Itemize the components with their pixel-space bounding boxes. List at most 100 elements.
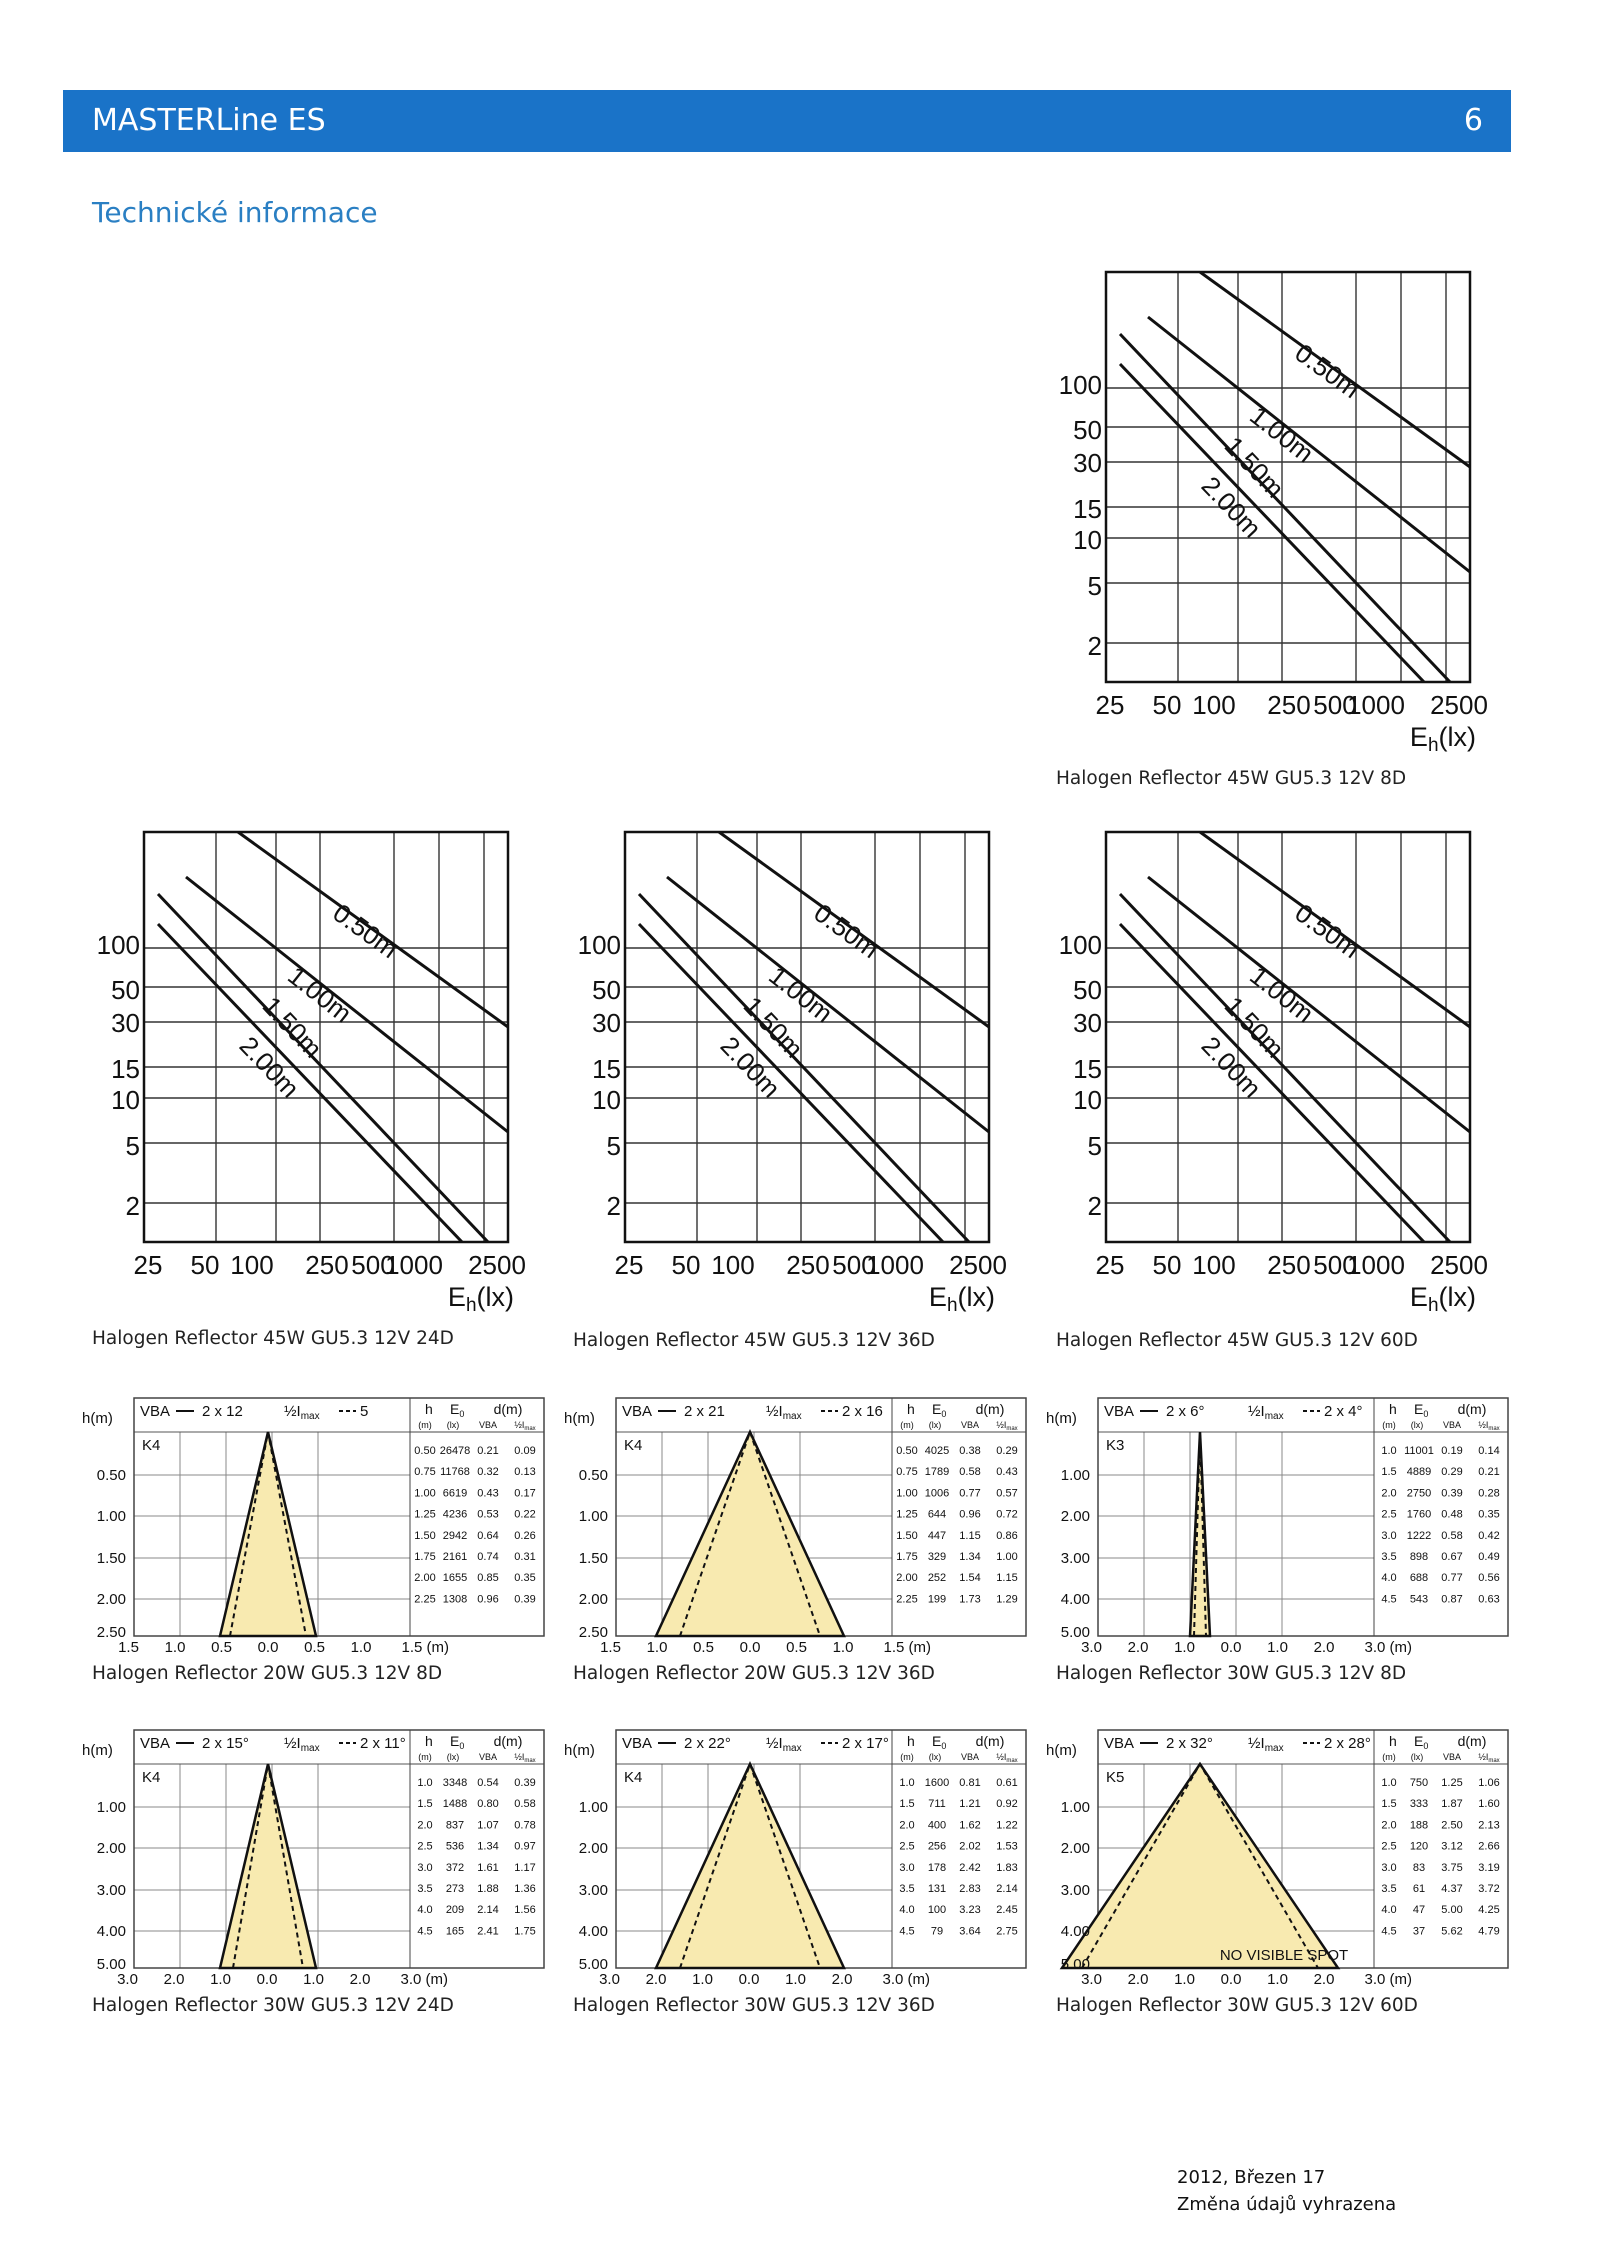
table-cell: 688 <box>1410 1572 1428 1584</box>
table-unit-lx: (lx) <box>447 1752 460 1762</box>
x-tick-label: 250 <box>305 1250 348 1280</box>
x-axis-unit-paren: (lx) <box>477 1282 514 1312</box>
table-col-vba: VBA <box>1443 1752 1461 1762</box>
legend-half-label: ½Imax <box>766 1403 802 1422</box>
table-cell: 0.39 <box>514 1593 535 1605</box>
beam-chart: VBA 2 x 32° ½Imax 2 x 28° K5 h E0 d(m) (m) (lx) VB… <box>1044 1724 1514 1988</box>
table-cell: 0.58 <box>1441 1530 1462 1542</box>
table-unit-lx: (lx) <box>1411 1752 1424 1762</box>
x-axis-unit-symbol: E <box>1410 1282 1428 1312</box>
table-cell: 1.25 <box>1441 1777 1462 1789</box>
x-tick-label: 500 <box>1313 1250 1356 1280</box>
table-col-half: ½Imax <box>1478 1752 1499 1764</box>
beam-caption: Halogen Reflector 30W GU5.3 12V 60D <box>1056 1995 1418 2016</box>
table-e0-sub: 0 <box>459 1741 464 1751</box>
table-cell: 0.58 <box>959 1466 980 1478</box>
table-h-label: h <box>907 1401 915 1417</box>
legend-vba-label: VBA <box>622 1403 652 1420</box>
y-tick-label: 100 <box>1059 930 1102 960</box>
legend-half-symbol: ½I <box>766 1735 783 1752</box>
table-e0-symbol: E <box>932 1401 941 1417</box>
chart-caption: Halogen Reflector 45W GU5.3 12V 24D <box>92 1328 454 1349</box>
beam-y-tick: 3.00 <box>579 1882 608 1899</box>
beam-x-tick: 1.0 <box>210 1971 231 1988</box>
y-tick-label: 2 <box>126 1191 140 1221</box>
beam-x-tick: 2.0 <box>1314 1971 1335 1988</box>
beam-y-tick: 1.50 <box>97 1550 126 1567</box>
table-cell: 2.0 <box>1381 1487 1396 1499</box>
legend-half-label: ½Imax <box>1248 1403 1284 1422</box>
distance-line <box>156 892 490 1242</box>
table-h-label: h <box>1389 1733 1397 1749</box>
beam-x-tick: 3.0 (m) <box>401 1971 449 1988</box>
table-cell: 0.75 <box>896 1466 917 1478</box>
table-cell: 898 <box>1410 1551 1428 1563</box>
x-axis-unit: Eh(lx) <box>448 1282 514 1316</box>
beam-y-tick: 4.00 <box>1061 1591 1090 1608</box>
x-tick-label: 100 <box>711 1250 754 1280</box>
table-unit-m: (m) <box>418 1420 432 1430</box>
x-tick-label: 50 <box>1153 1250 1182 1280</box>
x-axis-unit-paren: (lx) <box>958 1282 995 1312</box>
beam-cone-vba <box>654 1761 846 1970</box>
beam-x-tick: 1.0 <box>1174 1971 1195 1988</box>
legend-vba-value: 2 x 32° <box>1166 1735 1213 1752</box>
beam-cone-vba <box>1188 1431 1212 1638</box>
y-tick-label: 30 <box>1073 448 1102 478</box>
beam-y-tick: 3.00 <box>1061 1550 1090 1567</box>
table-cell: 372 <box>446 1862 464 1874</box>
table-col-half-sub: max <box>1488 1758 1499 1764</box>
legend-half-symbol: ½I <box>1248 1735 1265 1752</box>
table-cell: 79 <box>931 1925 943 1937</box>
table-cell: 0.48 <box>1441 1509 1462 1521</box>
table-cell: 3.5 <box>899 1883 914 1895</box>
table-cell: 1.50 <box>414 1530 435 1542</box>
table-cell: 2.0 <box>417 1819 432 1831</box>
beam-y-tick: 2.00 <box>1061 1840 1090 1857</box>
table-cell: 1222 <box>1407 1530 1431 1542</box>
legend-vba-label: VBA <box>140 1735 170 1752</box>
table-cell: 0.54 <box>477 1777 498 1789</box>
table-col-vba: VBA <box>479 1752 497 1762</box>
legend-half-value: 5 <box>360 1403 368 1420</box>
beam-x-tick: 1.0 <box>833 1639 854 1656</box>
table-e0-symbol: E <box>450 1401 459 1417</box>
y-tick-label: 50 <box>111 975 140 1005</box>
table-cell: 2.02 <box>959 1841 980 1853</box>
table-cell: 0.96 <box>477 1593 498 1605</box>
x-tick-label: 1000 <box>866 1250 924 1280</box>
table-cell: 0.67 <box>1441 1551 1462 1563</box>
y-tick-label: 30 <box>111 1008 140 1038</box>
y-tick-label: 10 <box>592 1085 621 1115</box>
x-tick-label: 2500 <box>1430 1250 1488 1280</box>
x-axis-unit-sub: h <box>947 1295 958 1316</box>
footer-note: Změna údajů vyhrazena <box>1177 2194 1397 2215</box>
x-tick-label: 2500 <box>468 1250 526 1280</box>
table-d-label: d(m) <box>1458 1733 1487 1749</box>
y-tick-label: 15 <box>592 1054 621 1084</box>
table-cell: 1789 <box>925 1466 949 1478</box>
table-cell: 120 <box>1410 1841 1428 1853</box>
distance-line <box>1118 362 1426 682</box>
h-axis-label: h(m) <box>564 1410 595 1427</box>
x-tick-label: 50 <box>191 1250 220 1280</box>
table-e0-label: E0 <box>1414 1401 1428 1419</box>
x-axis-unit: Eh(lx) <box>1410 722 1476 756</box>
table-cell: 1760 <box>1407 1509 1431 1521</box>
chart-caption: Halogen Reflector 45W GU5.3 12V 60D <box>1056 1330 1418 1351</box>
beam-y-tick: 2.50 <box>579 1624 608 1641</box>
table-cell: 5.62 <box>1441 1925 1462 1937</box>
table-cell: 61 <box>1413 1883 1425 1895</box>
legend-half-value: 2 x 28° <box>1324 1735 1371 1752</box>
y-tick-label: 5 <box>607 1131 621 1161</box>
table-cell: 0.56 <box>1478 1572 1499 1584</box>
y-tick-label: 2 <box>1088 631 1102 661</box>
h-axis-label: h(m) <box>82 1410 113 1427</box>
beam-x-tick: 1.0 <box>303 1971 324 1988</box>
table-cell: 1.06 <box>1478 1777 1499 1789</box>
table-cell: 4.0 <box>1381 1572 1396 1584</box>
distance-line <box>1199 272 1470 469</box>
legend-half-value: 2 x 11° <box>360 1735 406 1752</box>
